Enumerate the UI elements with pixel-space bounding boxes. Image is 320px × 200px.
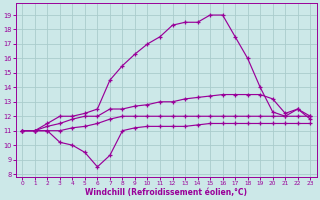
X-axis label: Windchill (Refroidissement éolien,°C): Windchill (Refroidissement éolien,°C) <box>85 188 247 197</box>
